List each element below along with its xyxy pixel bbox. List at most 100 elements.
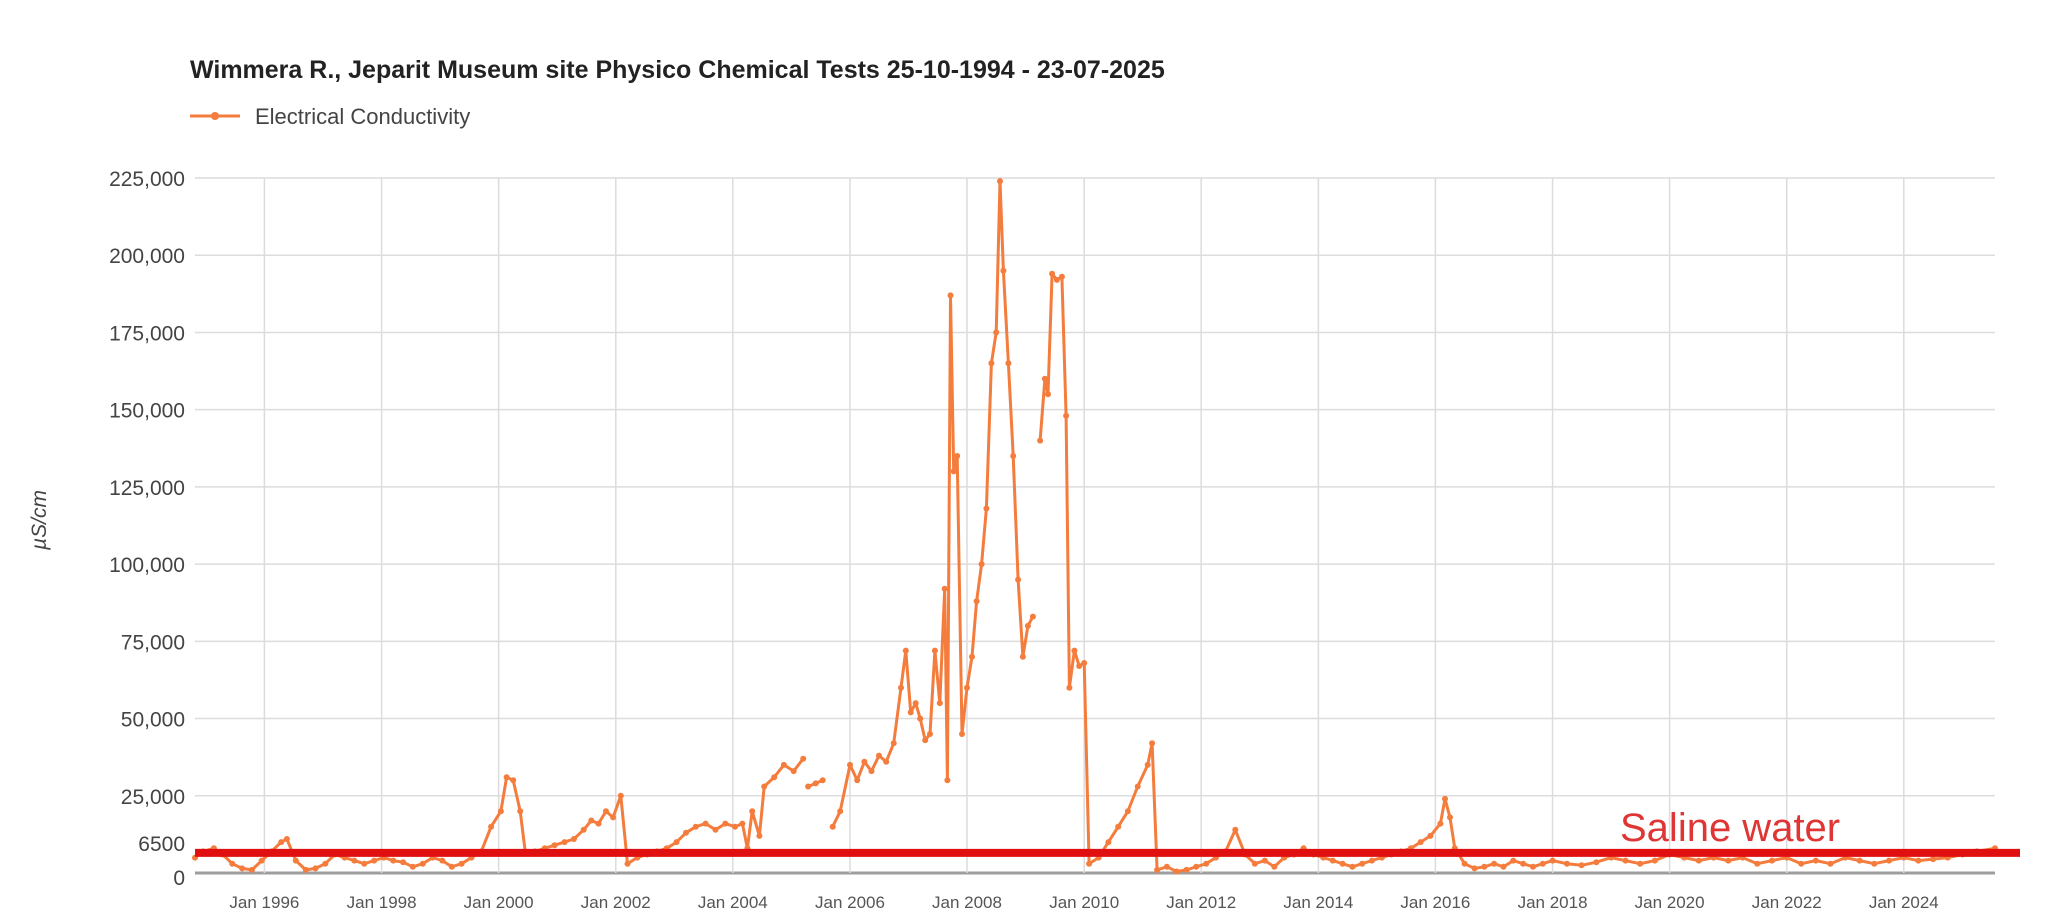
data-point — [964, 684, 970, 691]
data-point — [603, 808, 609, 815]
data-point — [722, 820, 729, 827]
data-point — [771, 774, 778, 781]
legend-marker — [211, 112, 219, 120]
data-point — [712, 826, 719, 833]
data-point — [1461, 860, 1468, 867]
data-point — [780, 761, 787, 768]
data-point — [1041, 375, 1048, 382]
data-point — [617, 792, 624, 799]
data-point — [1134, 783, 1141, 790]
data-point — [278, 839, 285, 846]
data-point — [488, 823, 495, 830]
data-point — [1076, 663, 1083, 669]
data-point — [1271, 863, 1278, 870]
data-point — [561, 839, 568, 846]
data-point — [400, 859, 407, 866]
data-point — [837, 808, 844, 815]
data-point — [1500, 863, 1507, 870]
data-point — [1010, 453, 1017, 459]
data-point — [1000, 267, 1007, 274]
chart-title: Wimmera R., Jeparit Museum site Physico … — [190, 56, 1165, 84]
data-point — [829, 823, 836, 830]
data-point — [1349, 863, 1356, 870]
data-point — [1232, 826, 1239, 833]
data-point — [1549, 857, 1556, 864]
data-point — [624, 860, 631, 867]
threshold-label: Saline water — [1620, 806, 1840, 850]
data-point — [1447, 814, 1453, 821]
data-point — [517, 808, 524, 815]
data-point — [1510, 857, 1517, 864]
data-point — [868, 768, 875, 775]
data-point — [1024, 622, 1031, 629]
data-point — [847, 761, 853, 768]
data-point — [409, 863, 416, 870]
data-point — [898, 684, 904, 691]
data-point — [497, 808, 504, 815]
y-tick-label: 200,000 — [109, 245, 185, 268]
data-point — [1437, 820, 1444, 827]
data-point — [1105, 839, 1112, 846]
data-point — [1115, 823, 1122, 830]
x-tick-label: Jan 2000 — [464, 893, 534, 912]
data-point — [917, 715, 924, 722]
y-tick-label: 75,000 — [121, 631, 185, 654]
data-point — [419, 860, 426, 867]
data-point — [371, 857, 378, 864]
x-gridlines — [263, 178, 1905, 873]
data-point — [819, 777, 826, 784]
saline-water-threshold: Saline water — [195, 806, 2020, 857]
data-point — [959, 731, 965, 737]
y-tick-label: 50,000 — [121, 709, 185, 732]
data-point — [954, 453, 961, 459]
y-tick-label: 6500 — [138, 833, 185, 856]
data-point — [1471, 865, 1478, 872]
data-point — [1622, 857, 1629, 864]
x-tick-label: Jan 2002 — [581, 893, 651, 912]
data-point — [448, 863, 455, 870]
x-tick-label: Jan 1996 — [229, 893, 299, 912]
data-point — [890, 740, 897, 747]
x-tick-label: Jan 2012 — [1166, 893, 1236, 912]
data-point — [1251, 860, 1258, 867]
data-point — [997, 178, 1003, 185]
data-point — [800, 755, 807, 762]
legend-label: Electrical Conductivity — [255, 104, 470, 129]
data-point — [1029, 613, 1036, 620]
data-point — [1124, 808, 1131, 815]
data-point — [978, 561, 985, 568]
y-tick-label: 150,000 — [109, 400, 185, 423]
data-point — [570, 836, 577, 842]
data-point — [258, 857, 265, 864]
data-point — [936, 700, 943, 707]
data-point — [732, 823, 738, 830]
data-point — [805, 783, 812, 790]
data-point — [458, 860, 465, 867]
data-point — [950, 468, 957, 475]
data-point — [969, 653, 975, 660]
data-point — [692, 823, 699, 830]
data-point — [854, 777, 861, 784]
data-point — [580, 826, 587, 833]
data-point — [1063, 412, 1070, 419]
data-point — [588, 817, 595, 824]
y-tick-label: 25,000 — [121, 786, 185, 809]
y-axis-label: µS/cm — [28, 490, 51, 551]
data-point — [749, 808, 756, 815]
data-point — [390, 857, 397, 864]
data-point — [1066, 684, 1073, 691]
data-point — [1539, 860, 1546, 867]
data-point — [1417, 839, 1424, 846]
data-point — [248, 866, 255, 873]
x-tick-label: Jan 2020 — [1635, 893, 1705, 912]
data-point — [1651, 857, 1658, 864]
data-point — [756, 832, 763, 839]
data-point — [1827, 860, 1834, 867]
data-point — [812, 780, 819, 787]
legend: Electrical Conductivity — [190, 104, 470, 129]
data-point — [1530, 863, 1536, 870]
data-point — [683, 829, 689, 836]
data-point — [1183, 866, 1190, 873]
data-point — [283, 836, 290, 842]
data-point — [883, 758, 890, 765]
